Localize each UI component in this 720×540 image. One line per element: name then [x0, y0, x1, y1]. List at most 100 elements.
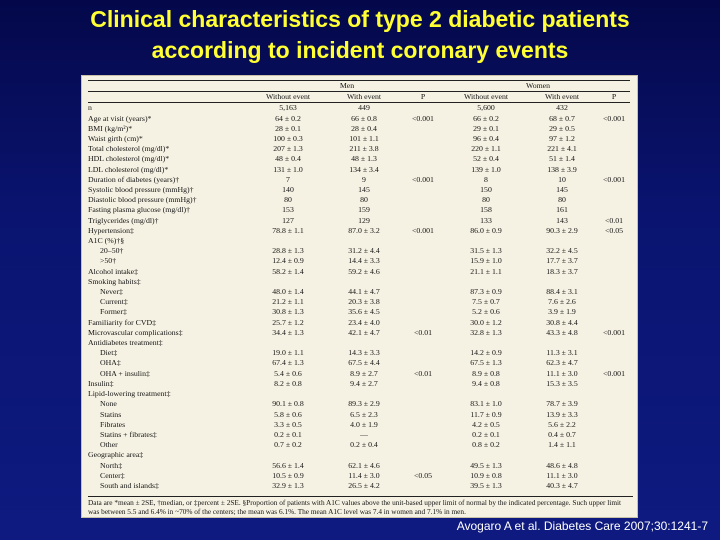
table-cell: 80: [558, 195, 566, 205]
row-label: Diastolic blood pressure (mmHg)†: [88, 195, 197, 205]
table-cell: 7.5 ± 0.7: [472, 297, 500, 307]
table-cell: 1.4 ± 1.1: [548, 440, 576, 450]
table-cell: [598, 461, 630, 471]
table-cell: 25.7 ± 1.2: [272, 317, 304, 327]
table-cell: 58.2 ± 1.4: [272, 266, 304, 276]
table-cell: [598, 420, 630, 430]
table-cell: 8.9 ± 0.8: [472, 368, 500, 378]
table-cell: 56.6 ± 1.4: [272, 460, 304, 470]
table-cell: 15.3 ± 3.5: [546, 378, 578, 388]
table-cell: [400, 481, 446, 491]
table-cell: 80: [482, 195, 490, 205]
table-cell: [526, 450, 598, 460]
table-cell: [400, 236, 446, 246]
table-row: LDL cholesterol (mg/dl)* 131 ± 1.0 134 ± 3…: [88, 165, 630, 175]
table-cell: 5,163: [279, 103, 297, 113]
table-row: Antidiabetes treatment‡: [88, 338, 630, 348]
table-cell: [598, 277, 630, 287]
table-cell: 29 ± 0.5: [549, 123, 575, 133]
table-cell: 26.5 ± 4.2: [348, 480, 380, 490]
table-cell: 140: [282, 185, 294, 195]
table-cell: [400, 379, 446, 389]
table-cell: [446, 277, 526, 287]
table-cell: 7.6 ± 2.6: [548, 297, 576, 307]
row-label: Age at visit (years)*: [88, 113, 152, 123]
table-cell: 3.3 ± 0.5: [274, 419, 302, 429]
table-cell: 432: [556, 103, 568, 113]
row-label: Hypertension‡: [88, 225, 134, 235]
row-label: Center‡: [100, 470, 125, 480]
table-cell: 28 ± 0.1: [275, 123, 301, 133]
table-cell: <0.001: [603, 113, 625, 123]
table-cell: 30.8 ± 1.3: [272, 307, 304, 317]
table-cell: [598, 195, 630, 205]
table-cell: [598, 389, 630, 399]
table-cell: 5,600: [477, 103, 495, 113]
table-row: Fasting plasma glucose (mg/dl)† 153 159 158…: [88, 205, 630, 215]
table-row: n 5,163 449 5,600 432: [88, 103, 630, 114]
table-cell: 0.2 ± 0.4: [350, 440, 378, 450]
table-cell: [598, 471, 630, 481]
table-cell: [526, 236, 598, 246]
table-cell: 28 ± 0.4: [351, 123, 377, 133]
table-cell: 220 ± 1.1: [471, 144, 501, 154]
row-label: Current‡: [100, 297, 128, 307]
table-cell: <0.05: [413, 470, 433, 480]
column-header: Without event: [248, 91, 328, 104]
table-cell: [400, 256, 446, 266]
row-label: Never‡: [100, 287, 123, 297]
table-cell: 9.4 ± 2.7: [350, 378, 378, 388]
table-cell: 20.3 ± 3.8: [348, 297, 380, 307]
table-cell: [248, 277, 328, 287]
table-cell: 11.4 ± 3.0: [348, 470, 380, 480]
table-cell: 211 ± 3.8: [349, 144, 379, 154]
table-cell: 11.1 ± 3.0: [546, 470, 578, 480]
table-cell: [400, 287, 446, 297]
table-cell: <0.001: [603, 327, 625, 337]
table-cell: [598, 297, 630, 307]
table-cell: 80: [360, 195, 368, 205]
table-cell: [598, 185, 630, 195]
table-cell: [400, 277, 446, 287]
table-cell: [446, 236, 526, 246]
row-label: None: [100, 399, 117, 409]
characteristics-table: Men Women Without event With event P Wit…: [88, 80, 631, 491]
row-label: Insulin‡: [88, 378, 114, 388]
table-row: Never‡ 48.0 ± 1.4 44.1 ± 4.7 87.3 ± 0.9 88.4…: [88, 287, 630, 297]
table-cell: [446, 450, 526, 460]
row-label: OHA‡: [100, 358, 121, 368]
table-cell: 0.7 ± 0.2: [274, 440, 302, 450]
table-cell: 0.2 ± 0.1: [472, 429, 500, 439]
row-label: Microvascular complications‡: [88, 327, 183, 337]
table-cell: [598, 358, 630, 368]
table-cell: [598, 481, 630, 491]
table-cell: 52 ± 0.4: [473, 154, 499, 164]
table-cell: [400, 348, 446, 358]
row-label: Other: [100, 440, 118, 450]
table-row: A1C (%)†§: [88, 236, 630, 246]
table-cell: [248, 338, 328, 348]
table-row: Diastolic blood pressure (mmHg)† 80 80 80 80: [88, 195, 630, 205]
row-label: Statins: [100, 409, 122, 419]
table-cell: [598, 338, 630, 348]
table-row: Hypertension‡ 78.8 ± 1.1 87.0 ± 3.2 <0.001 8…: [88, 226, 630, 236]
row-label: Smoking habits‡: [88, 276, 141, 286]
group-header-men: Men: [248, 80, 446, 93]
row-label: n: [88, 103, 92, 113]
row-label: Total cholesterol (mg/dl)*: [88, 144, 170, 154]
table-cell: [598, 450, 630, 460]
table-row: North‡ 56.6 ± 1.4 62.1 ± 4.6 49.5 ± 1.3 48.6…: [88, 461, 630, 471]
table-row: 20–50† 28.8 ± 1.3 31.2 ± 4.4 31.5 ± 1.3 32.2…: [88, 246, 630, 256]
table-cell: 101 ± 1.1: [349, 134, 379, 144]
table-cell: 134 ± 3.4: [349, 164, 379, 174]
table-cell: <0.001: [412, 225, 434, 235]
table-cell: 10: [558, 174, 566, 184]
table-cell: [598, 246, 630, 256]
table-cell: [526, 389, 598, 399]
table-cell: [598, 134, 630, 144]
table-cell: 8.9 ± 2.7: [350, 368, 378, 378]
table-cell: 5.8 ± 0.6: [274, 409, 302, 419]
table-cell: 48 ± 1.3: [351, 154, 377, 164]
table-cell: [400, 440, 446, 450]
table-cell: 30.8 ± 4.4: [546, 317, 578, 327]
